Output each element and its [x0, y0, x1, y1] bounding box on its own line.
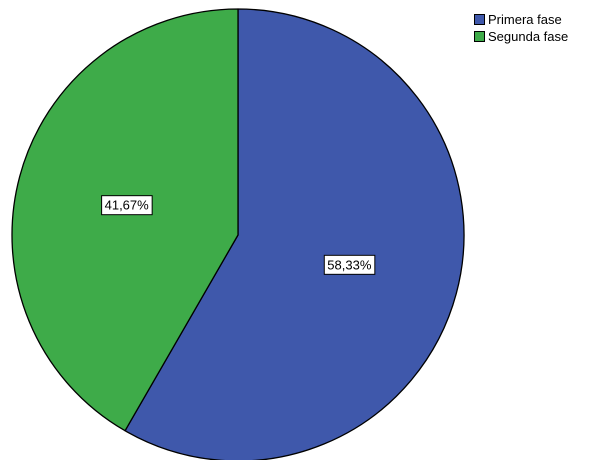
pie-slice-primera-fase [124, 8, 465, 460]
data-label-box-segunda-fase [101, 195, 153, 216]
data-label-text-segunda-fase: 41,67% [105, 198, 150, 213]
data-label-segunda-fase: 41,67% [101, 195, 153, 216]
pie-data-labels: 58,33% 41,67% [101, 195, 376, 275]
legend-item-segunda-fase: Segunda fase [474, 28, 568, 45]
data-label-box-primera-fase [323, 254, 376, 275]
legend-item-primera-fase: Primera fase [474, 11, 568, 28]
legend-label-primera-fase: Primera fase [488, 12, 562, 27]
data-label-text-primera-fase: 58,33% [327, 257, 372, 272]
pie-slices [11, 8, 465, 460]
legend-swatch-primera-fase [474, 14, 485, 25]
legend: Primera fase Segunda fase [474, 11, 568, 45]
data-label-primera-fase: 58,33% [323, 254, 376, 275]
legend-label-segunda-fase: Segunda fase [488, 29, 569, 44]
pie-slice-segunda-fase [11, 8, 239, 432]
legend-swatch-segunda-fase [474, 31, 485, 42]
